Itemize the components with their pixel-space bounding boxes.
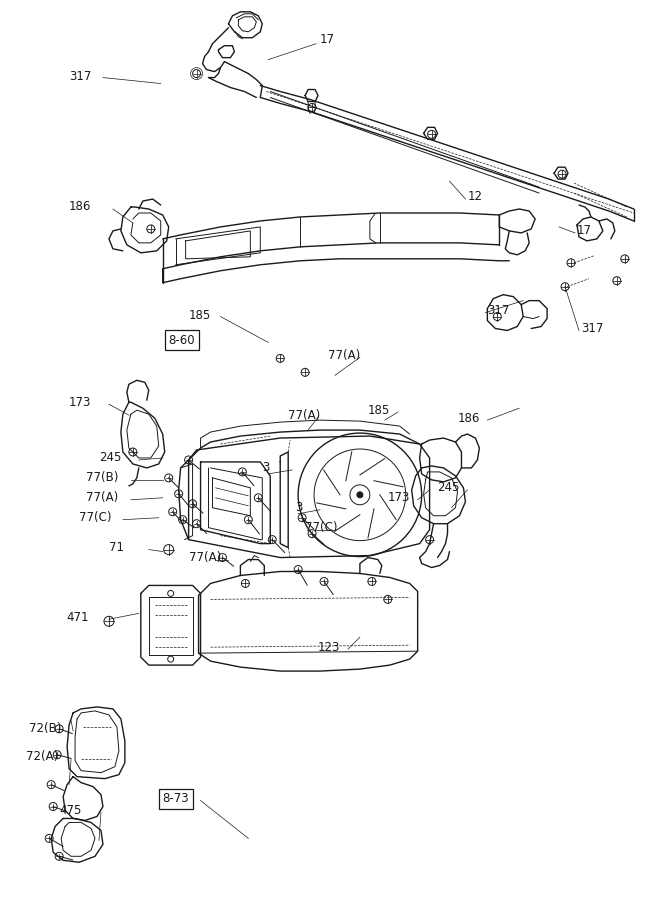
Text: 173: 173 xyxy=(69,396,91,409)
Text: 12: 12 xyxy=(468,190,482,203)
Text: 173: 173 xyxy=(388,491,410,504)
Text: 186: 186 xyxy=(69,200,91,212)
Text: 72(A): 72(A) xyxy=(26,751,59,763)
Text: 17: 17 xyxy=(577,224,592,238)
Text: 475: 475 xyxy=(59,804,81,817)
Text: 77(A): 77(A) xyxy=(86,491,118,504)
Text: 317: 317 xyxy=(488,304,510,317)
Text: 317: 317 xyxy=(69,70,91,83)
Text: 77(A): 77(A) xyxy=(328,349,360,362)
Text: 71: 71 xyxy=(109,541,124,554)
Text: 471: 471 xyxy=(66,611,89,624)
Text: 3: 3 xyxy=(295,501,303,514)
Text: 317: 317 xyxy=(581,322,604,335)
Text: 186: 186 xyxy=(458,411,480,425)
Text: 77(C): 77(C) xyxy=(79,511,111,524)
Text: 3: 3 xyxy=(262,462,269,474)
Text: 185: 185 xyxy=(368,404,390,417)
Text: 77(A): 77(A) xyxy=(189,551,221,564)
Text: 77(C): 77(C) xyxy=(305,521,338,535)
Text: 77(B): 77(B) xyxy=(86,472,119,484)
Text: 8-73: 8-73 xyxy=(163,792,189,805)
Text: 185: 185 xyxy=(189,309,211,322)
Text: 8-60: 8-60 xyxy=(169,334,195,347)
Text: 245: 245 xyxy=(438,482,460,494)
Text: 72(B): 72(B) xyxy=(29,723,61,735)
Circle shape xyxy=(357,491,363,498)
Text: 77(A): 77(A) xyxy=(288,409,320,421)
Text: 245: 245 xyxy=(99,452,121,464)
Text: 123: 123 xyxy=(318,641,340,653)
Text: 17: 17 xyxy=(320,33,335,46)
